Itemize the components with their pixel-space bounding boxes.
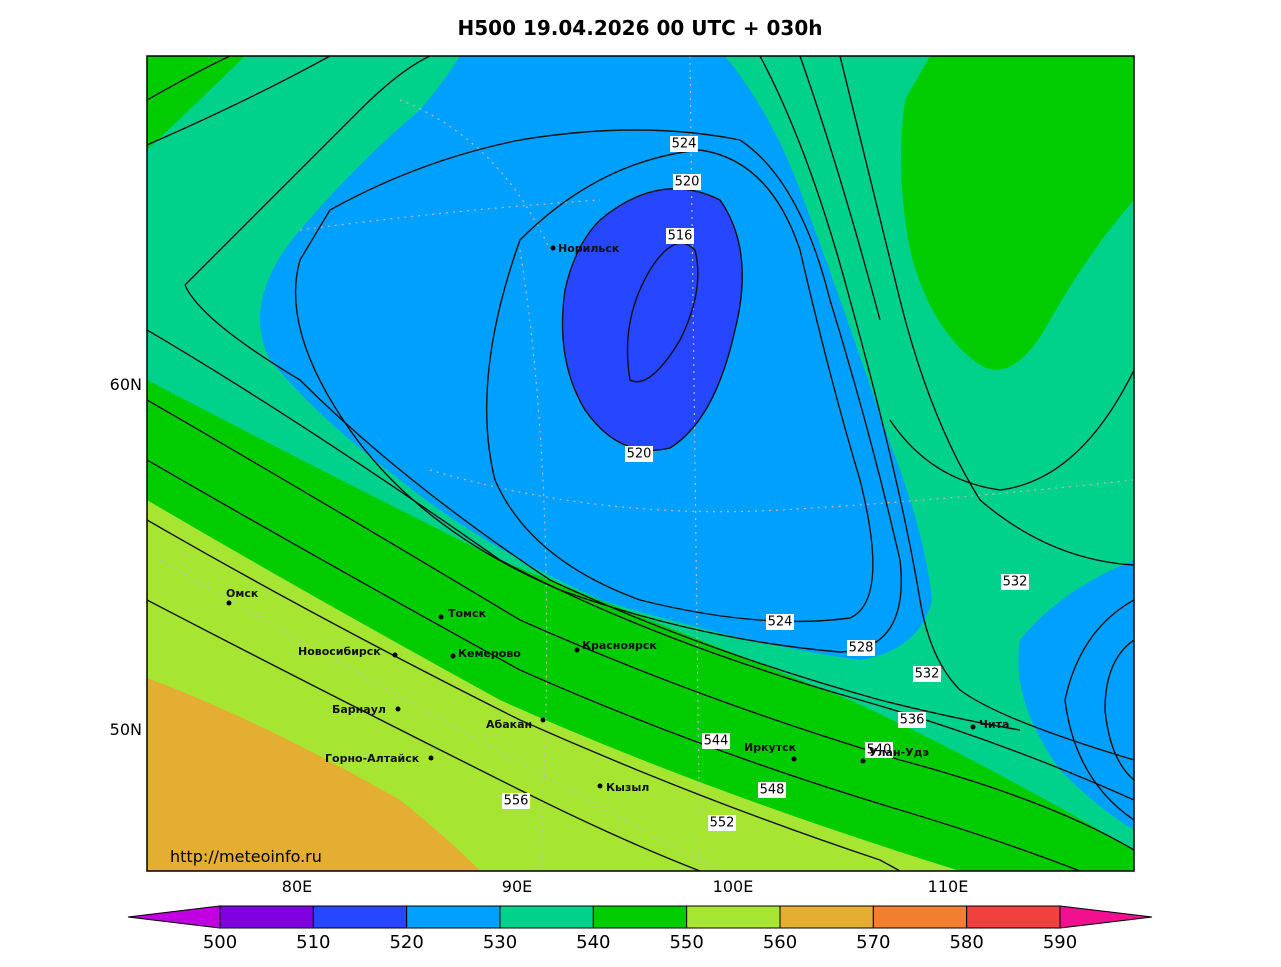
colorbar-extend bbox=[1059, 905, 1153, 929]
city-label: Новосибирск bbox=[298, 645, 381, 658]
title: H500 19.04.2026 00 UTC + 030h bbox=[458, 16, 823, 40]
colorbar-label: 590 bbox=[1043, 932, 1077, 953]
colorbar-extend bbox=[127, 905, 221, 929]
city-label: Красноярск bbox=[582, 639, 657, 652]
band-520-530 bbox=[1018, 560, 1134, 830]
contour-label: 524 bbox=[768, 615, 793, 630]
colorbar-label: 580 bbox=[949, 932, 983, 953]
colorbar-segment bbox=[779, 905, 874, 929]
colorbar-label: 540 bbox=[576, 932, 610, 953]
contour-label: 556 bbox=[504, 794, 529, 809]
colorbar-segment bbox=[592, 905, 688, 929]
band-510-520 bbox=[562, 188, 743, 451]
contour-label: 540 bbox=[867, 743, 892, 758]
lon-label: 100E bbox=[713, 877, 754, 896]
city-label: Норильск bbox=[558, 242, 620, 255]
contour-label: 524 bbox=[672, 137, 697, 152]
colorbar-label: 500 bbox=[203, 932, 237, 953]
colorbar-segment bbox=[966, 905, 1061, 929]
band-540-550 bbox=[901, 56, 1134, 370]
city-label: Томск bbox=[448, 607, 487, 620]
city-label: Иркутск bbox=[744, 741, 797, 754]
contour-label: 544 bbox=[704, 734, 729, 749]
cities: Норильск Омск Томск Новосибирск Кемерово… bbox=[226, 242, 1009, 794]
colorbar-segment bbox=[219, 905, 314, 929]
graticule bbox=[159, 56, 1134, 871]
lon-label: 90E bbox=[502, 877, 532, 896]
colorbar-label: 520 bbox=[389, 932, 423, 953]
colorbar-label: 570 bbox=[856, 932, 890, 953]
city-label: Улан-Удэ bbox=[869, 746, 929, 759]
contour-label: 520 bbox=[627, 447, 652, 462]
contour-label: 528 bbox=[849, 641, 874, 656]
contour-label: 532 bbox=[1003, 575, 1028, 590]
colorbar-segment bbox=[872, 905, 968, 929]
city-label: Барнаул bbox=[332, 703, 386, 716]
lon-label: 110E bbox=[928, 877, 969, 896]
contour-label: 548 bbox=[760, 783, 785, 798]
band-540-550 bbox=[147, 56, 245, 150]
plot-frame bbox=[146, 55, 1135, 872]
contour-label: 536 bbox=[900, 713, 925, 728]
colorbar-segment bbox=[312, 905, 408, 929]
city-label: Омск bbox=[226, 587, 259, 600]
colorbar-label: 530 bbox=[483, 932, 517, 953]
lon-label: 80E bbox=[282, 877, 312, 896]
colorbar-label: 550 bbox=[669, 932, 703, 953]
contour-labels: 524 520 516 520 524 528 532 532 536 540 … bbox=[502, 136, 1029, 831]
contour-label: 552 bbox=[710, 816, 735, 831]
city-label: Кемерово bbox=[458, 647, 521, 660]
lat-label: 50N bbox=[110, 720, 142, 739]
city-label: Чита bbox=[979, 718, 1009, 731]
source-url: http://meteoinfo.ru bbox=[170, 847, 322, 866]
colorbar-segment bbox=[499, 905, 594, 929]
contour-label: 520 bbox=[675, 175, 700, 190]
contour-label: 532 bbox=[915, 667, 940, 682]
isohypses bbox=[147, 56, 1134, 871]
contour-label: 516 bbox=[668, 229, 693, 244]
colorbar-segment bbox=[406, 905, 501, 929]
colorbar-segment bbox=[686, 905, 781, 929]
lat-label: 60N bbox=[110, 375, 142, 394]
city-label: Кызыл bbox=[606, 781, 649, 794]
city-label: Абакан bbox=[486, 718, 532, 731]
colorbar: 500 510 520 530 540 550 560 570 580 590 bbox=[127, 905, 1153, 953]
city-label: Горно-Алтайск bbox=[325, 752, 420, 765]
map-area: 524 520 516 520 524 528 532 532 536 540 … bbox=[147, 56, 1134, 871]
colorbar-label: 560 bbox=[763, 932, 797, 953]
band-560-570 bbox=[147, 678, 480, 871]
colorbar-label: 510 bbox=[296, 932, 330, 953]
